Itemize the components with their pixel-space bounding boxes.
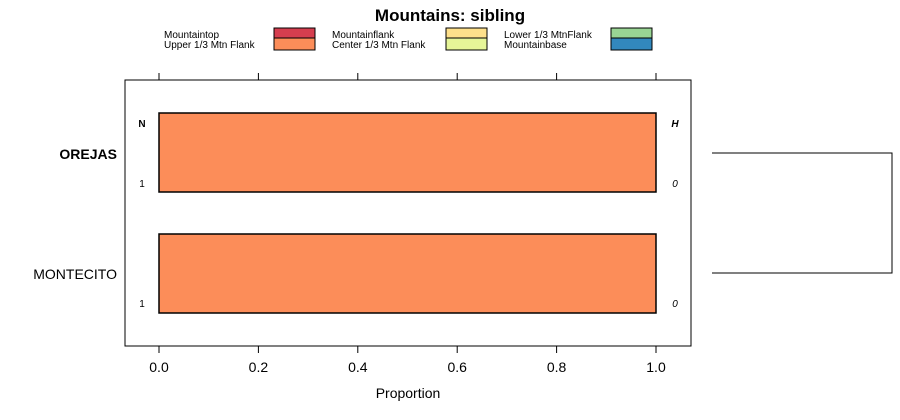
x-tick-label-4: 0.8 bbox=[547, 359, 567, 375]
legend-label-upper-1-3-mtn-flank: Upper 1/3 Mtn Flank bbox=[164, 40, 256, 51]
legend-swatch-center-1-3-mtn-flank bbox=[445, 37, 488, 51]
dendrogram-link bbox=[712, 152, 893, 274]
h-value-1: 0 bbox=[672, 299, 678, 310]
bars-layer bbox=[158, 112, 657, 314]
legend-label-mountainflank: Mountainflank bbox=[332, 30, 395, 41]
legend-label-mountainbase: Mountainbase bbox=[504, 40, 567, 51]
h-header: H bbox=[671, 119, 679, 130]
x-tick-label-5: 1.0 bbox=[646, 359, 666, 375]
x-tick-label-1: 0.2 bbox=[249, 359, 269, 375]
bar-montecito-1 bbox=[158, 233, 657, 314]
x-axis-label: Proportion bbox=[376, 385, 441, 401]
bar-orejas-1 bbox=[158, 112, 657, 193]
category-label-orejas: OREJAS bbox=[59, 146, 117, 162]
legend-label-center-1-3-mtn-flank: Center 1/3 Mtn Flank bbox=[332, 40, 426, 51]
n-header: N bbox=[138, 119, 145, 130]
x-tick-label-0: 0.0 bbox=[149, 359, 169, 375]
legend-label-mountaintop: Mountaintop bbox=[164, 30, 219, 41]
plot-frame bbox=[124, 79, 692, 347]
n-value-0: 1 bbox=[139, 179, 145, 190]
x-tick-label-3: 0.6 bbox=[447, 359, 467, 375]
x-axis: 0.0 0.2 0.4 0.6 0.8 1.0 bbox=[149, 73, 666, 375]
dendrogram bbox=[712, 152, 893, 274]
x-tick-label-2: 0.4 bbox=[348, 359, 368, 375]
h-value-0: 0 bbox=[672, 179, 678, 190]
legend-label-lower-1-3-mtnflank: Lower 1/3 MtnFlank bbox=[504, 30, 593, 41]
y-axis-categories: OREJAS MONTECITO bbox=[33, 146, 117, 282]
legend-swatch-mountainbase bbox=[610, 37, 653, 51]
n-value-1: 1 bbox=[139, 299, 145, 310]
legend-swatch-upper-1-3-mtn-flank bbox=[273, 37, 316, 51]
chart-title: Mountains: sibling bbox=[375, 6, 525, 25]
category-label-montecito: MONTECITO bbox=[33, 266, 117, 282]
side-annotations: N H 1 1 0 0 bbox=[138, 119, 679, 310]
